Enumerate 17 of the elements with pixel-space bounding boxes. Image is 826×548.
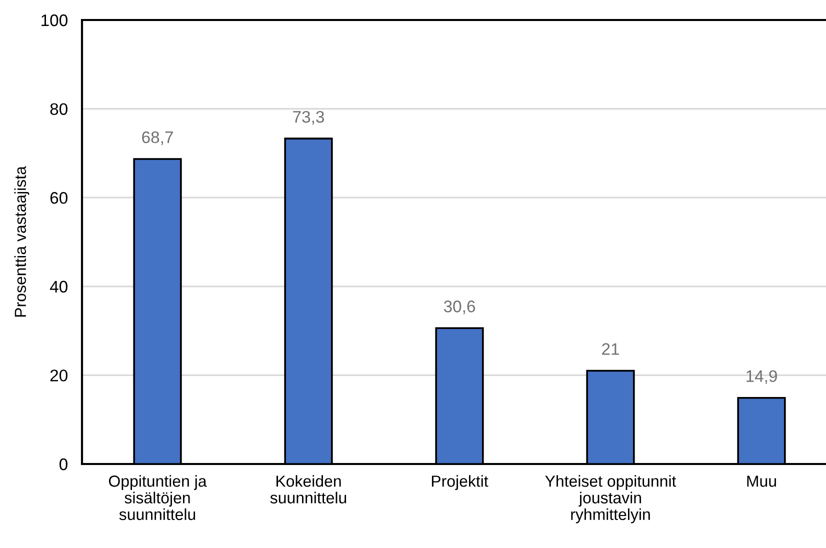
x-tick-label: Oppituntien ja sisältöjen suunnittelu bbox=[108, 475, 207, 520]
data-label: 21 bbox=[602, 343, 619, 355]
data-label: 68,7 bbox=[142, 131, 173, 146]
x-tick-label: Muu bbox=[747, 476, 776, 487]
x-tick-label: Projektit bbox=[432, 475, 488, 490]
y-tick-label: 0 bbox=[59, 458, 68, 470]
y-tick-label: 100 bbox=[42, 14, 68, 26]
y-tick-label: 60 bbox=[50, 192, 68, 204]
y-tick-label: 20 bbox=[50, 370, 68, 382]
x-tick-label: Kokeiden suunnittelu bbox=[270, 475, 346, 504]
y-tick-label: 80 bbox=[50, 103, 68, 116]
data-label: 73,3 bbox=[293, 110, 324, 125]
x-tick-label: Yhteiset oppitunnit joustavin ryhmittelyin bbox=[545, 475, 676, 524]
data-label: 30,6 bbox=[444, 300, 475, 314]
y-tick-label: 40 bbox=[50, 280, 68, 293]
y-axis-title: Prosenttia vastaajista bbox=[14, 166, 30, 317]
data-label: 14,9 bbox=[746, 370, 777, 384]
